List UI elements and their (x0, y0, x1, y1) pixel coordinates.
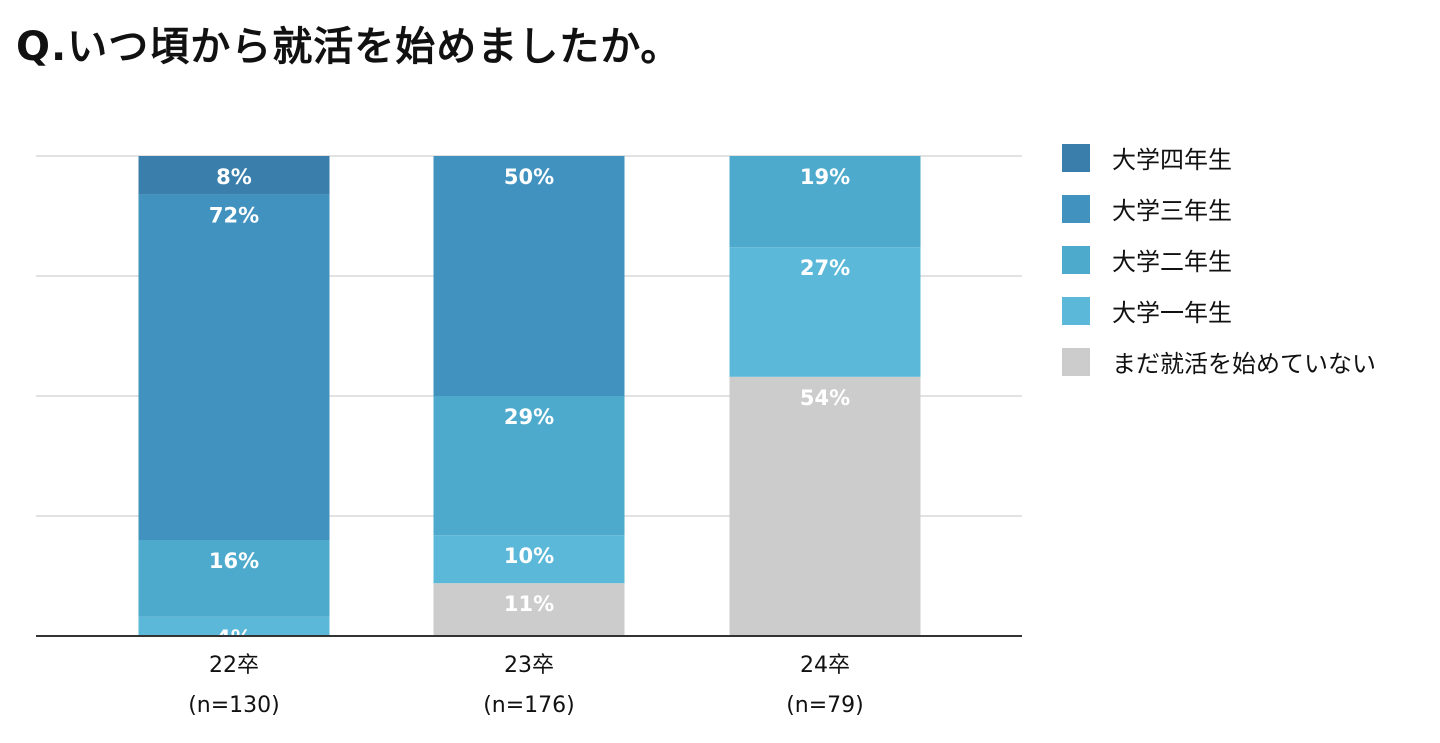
bar-segment-label: 27% (800, 256, 850, 280)
legend-item: 大学四年生 (1062, 132, 1376, 183)
category-label: 23卒 (504, 653, 554, 678)
legend-item: 大学一年生 (1062, 285, 1376, 336)
bar-segment-label: 10% (504, 544, 554, 568)
legend-label: 大学一年生 (1112, 299, 1232, 327)
bar-segment (729, 376, 921, 636)
bar-segment-label: 19% (800, 165, 850, 189)
bar-segment-label: 72% (209, 203, 259, 227)
category-sublabel: (n=130) (188, 693, 280, 718)
bar-segment (138, 616, 330, 636)
chart-legend: 大学四年生大学三年生大学二年生大学一年生まだ就活を始めていない (1062, 132, 1376, 387)
bar-segment (433, 156, 625, 396)
legend-swatch (1062, 143, 1090, 172)
category-sublabel: (n=176) (483, 693, 575, 718)
legend-item: 大学二年生 (1062, 234, 1376, 285)
category-label: 22卒 (209, 653, 259, 678)
bar-segment (729, 156, 921, 248)
category-label: 24卒 (800, 653, 850, 678)
bar-segment-label: 16% (209, 549, 259, 573)
bar-segment-label: 4% (216, 626, 252, 650)
bar-segment (138, 540, 330, 617)
legend-item: 大学三年生 (1062, 183, 1376, 234)
legend-swatch (1062, 245, 1090, 274)
legend-label: 大学四年生 (1112, 146, 1232, 174)
bar-segment (729, 247, 921, 377)
legend-item: まだ就活を始めていない (1062, 336, 1376, 387)
bar-segment-label: 29% (504, 405, 554, 429)
legend-swatch (1062, 194, 1090, 223)
bar-segment (138, 156, 330, 195)
legend-swatch (1062, 347, 1090, 376)
legend-swatch (1062, 296, 1090, 325)
bar-segment-label: 11% (504, 592, 554, 616)
bar-segment-label: 54% (800, 386, 850, 410)
bar-segment (433, 396, 625, 536)
chart-title: Q.いつ頃から就活を始めましたか。 (16, 24, 682, 70)
bar-segment (433, 583, 625, 636)
legend-label: 大学三年生 (1112, 197, 1232, 225)
legend-label: まだ就活を始めていない (1112, 350, 1376, 378)
legend-label: 大学二年生 (1112, 248, 1232, 276)
category-sublabel: (n=79) (786, 693, 864, 718)
bar-segment-label: 8% (216, 165, 252, 189)
bar-segment-label: 50% (504, 165, 554, 189)
bar-segment (433, 535, 625, 584)
bar-segment (138, 194, 330, 540)
